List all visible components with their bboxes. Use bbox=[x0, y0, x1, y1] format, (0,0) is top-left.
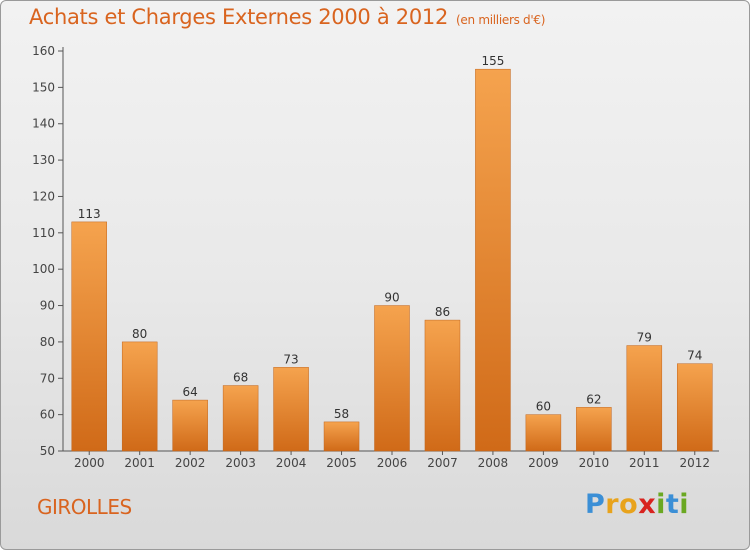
x-tick-label: 2003 bbox=[225, 456, 256, 470]
data-label: 64 bbox=[183, 385, 198, 399]
x-tick-label: 2005 bbox=[326, 456, 357, 470]
x-tick-label: 2002 bbox=[175, 456, 206, 470]
logo-letter: t bbox=[665, 489, 680, 520]
bar bbox=[273, 367, 309, 452]
y-tick-label: 140 bbox=[32, 117, 55, 131]
data-label: 86 bbox=[435, 305, 450, 319]
x-tick-label: 2004 bbox=[276, 456, 307, 470]
proxiti-logo[interactable]: Proxiti bbox=[585, 489, 689, 520]
bar bbox=[475, 68, 511, 452]
data-label: 79 bbox=[637, 331, 652, 345]
x-tick-label: 2000 bbox=[74, 456, 105, 470]
logo-letter: x bbox=[638, 489, 657, 520]
bar bbox=[626, 345, 663, 452]
x-tick-label: 2001 bbox=[124, 456, 155, 470]
y-tick-label: 80 bbox=[40, 335, 55, 349]
bar bbox=[374, 305, 410, 452]
chart-subtitle: (en milliers d'€) bbox=[456, 13, 546, 27]
x-tick-label: 2009 bbox=[528, 456, 559, 470]
bar bbox=[71, 221, 107, 452]
x-tick-label: 2008 bbox=[478, 456, 509, 470]
bar bbox=[172, 399, 208, 452]
y-tick-label: 50 bbox=[40, 444, 55, 458]
data-label: 58 bbox=[334, 407, 349, 421]
axes: 50 60 70 80 90 100 110 120 130 140 150 160 2000 2001 2… bbox=[32, 44, 719, 470]
y-tick-label: 60 bbox=[40, 408, 55, 422]
y-tick-label: 110 bbox=[32, 226, 55, 240]
x-tick-label: 2006 bbox=[377, 456, 408, 470]
chart-title-text: Achats et Charges Externes 2000 à 2012 bbox=[29, 5, 449, 29]
data-label: 155 bbox=[481, 54, 504, 68]
logo-letter: r bbox=[605, 489, 620, 520]
bar bbox=[677, 363, 713, 452]
logo-letter: i bbox=[656, 489, 666, 520]
commune-name: GIROLLES bbox=[37, 495, 132, 519]
x-tick-label: 2010 bbox=[579, 456, 610, 470]
data-label: 74 bbox=[687, 349, 702, 363]
y-tick-label: 120 bbox=[32, 189, 55, 203]
data-label: 80 bbox=[132, 327, 147, 341]
bars bbox=[71, 68, 713, 452]
y-tick-label: 90 bbox=[40, 299, 55, 313]
bar bbox=[525, 414, 562, 452]
data-label: 68 bbox=[233, 371, 248, 385]
y-tick-label: 70 bbox=[40, 371, 55, 385]
logo-letter: o bbox=[619, 489, 639, 520]
y-tick-label: 160 bbox=[32, 44, 55, 58]
data-label: 73 bbox=[283, 352, 298, 366]
bar bbox=[424, 319, 461, 452]
x-tick-label: 2007 bbox=[427, 456, 458, 470]
data-label: 113 bbox=[78, 207, 101, 221]
bar bbox=[121, 341, 158, 452]
bar bbox=[222, 385, 259, 452]
data-labels: 113 80 64 68 73 58 90 86 155 60 62 79 74 bbox=[78, 54, 703, 421]
x-tick-label: 2012 bbox=[679, 456, 710, 470]
data-label: 62 bbox=[586, 392, 601, 406]
chart-title: Achats et Charges Externes 2000 à 2012 (e… bbox=[29, 5, 545, 29]
data-label: 60 bbox=[536, 400, 551, 414]
bar bbox=[576, 407, 612, 452]
y-tick-label: 150 bbox=[32, 80, 55, 94]
bar bbox=[323, 421, 360, 452]
x-tick-label: 2011 bbox=[629, 456, 660, 470]
logo-letter: P bbox=[585, 489, 606, 520]
logo-letter: i bbox=[679, 489, 690, 520]
y-tick-label: 130 bbox=[32, 153, 55, 167]
data-label: 90 bbox=[384, 291, 399, 305]
y-tick-label: 100 bbox=[32, 262, 55, 276]
